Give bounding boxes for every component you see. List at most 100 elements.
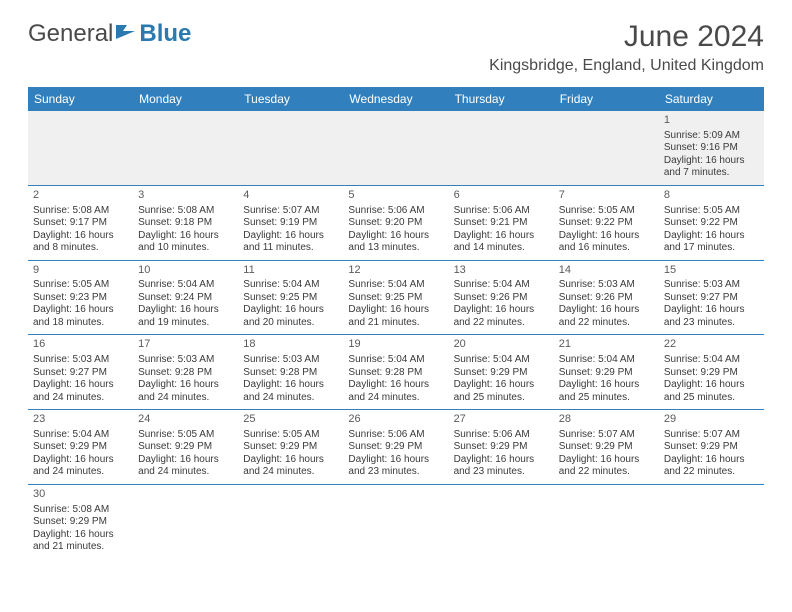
sunrise-text: Sunrise: 5:03 AM <box>664 279 759 292</box>
week-row: 23Sunrise: 5:04 AMSunset: 9:29 PMDayligh… <box>28 410 764 485</box>
sunrise-text: Sunrise: 5:03 AM <box>33 354 128 367</box>
sunset-text: Sunset: 9:29 PM <box>664 441 759 454</box>
week-row: 9Sunrise: 5:05 AMSunset: 9:23 PMDaylight… <box>28 261 764 336</box>
day-number: 18 <box>243 338 338 352</box>
sunset-text: Sunset: 9:25 PM <box>243 292 338 305</box>
daylight-text: Daylight: 16 hours and 24 minutes. <box>33 379 128 404</box>
title-block: June 2024 Kingsbridge, England, United K… <box>489 20 764 75</box>
day-number: 12 <box>348 264 443 278</box>
day-number: 24 <box>138 413 233 427</box>
sunrise-text: Sunrise: 5:03 AM <box>559 279 654 292</box>
day-cell: 19 Sunrise: 5:04 AMSunset: 9:28 PMDayligh… <box>343 335 448 409</box>
day-headers-row: SundayMondayTuesdayWednesdayThursdayFrid… <box>28 87 764 111</box>
day-cell: 16Sunrise: 5:03 AMSunset: 9:27 PMDayligh… <box>28 335 133 409</box>
day-number: 26 <box>348 413 443 427</box>
day-cell <box>28 111 133 185</box>
week-row: 16Sunrise: 5:03 AMSunset: 9:27 PMDayligh… <box>28 335 764 410</box>
day-cell: 20Sunrise: 5:04 AMSunset: 9:29 PMDayligh… <box>449 335 554 409</box>
day-number: 19 <box>348 338 443 352</box>
sunset-text: Sunset: 9:16 PM <box>664 142 759 155</box>
day-header: Friday <box>554 87 659 111</box>
sunset-text: Sunset: 9:28 PM <box>138 367 233 380</box>
logo-text-1: General <box>28 20 113 48</box>
daylight-text: Daylight: 16 hours and 18 minutes. <box>33 304 128 329</box>
day-cell: 10Sunrise: 5:04 AMSunset: 9:24 PMDayligh… <box>133 261 238 335</box>
daylight-text: Daylight: 16 hours and 13 minutes. <box>348 230 443 255</box>
day-cell: 1Sunrise: 5:09 AMSunset: 9:16 PMDaylight… <box>659 111 764 185</box>
sunset-text: Sunset: 9:24 PM <box>138 292 233 305</box>
sunrise-text: Sunrise: 5:04 AM <box>348 354 443 367</box>
day-number: 29 <box>664 413 759 427</box>
logo-text-2: Blue <box>139 20 191 48</box>
day-number: 11 <box>243 264 338 278</box>
sunset-text: Sunset: 9:17 PM <box>33 217 128 230</box>
sunrise-text: Sunrise: 5:05 AM <box>33 279 128 292</box>
sunset-text: Sunset: 9:25 PM <box>348 292 443 305</box>
sunrise-text: Sunrise: 5:04 AM <box>664 354 759 367</box>
calendar: SundayMondayTuesdayWednesdayThursdayFrid… <box>28 87 764 559</box>
daylight-text: Daylight: 16 hours and 19 minutes. <box>138 304 233 329</box>
sunset-text: Sunset: 9:29 PM <box>33 516 128 529</box>
sunset-text: Sunset: 9:19 PM <box>243 217 338 230</box>
daylight-text: Daylight: 16 hours and 25 minutes. <box>454 379 549 404</box>
daylight-text: Daylight: 16 hours and 22 minutes. <box>454 304 549 329</box>
sunrise-text: Sunrise: 5:08 AM <box>138 205 233 218</box>
day-cell: 22Sunrise: 5:04 AMSunset: 9:29 PMDayligh… <box>659 335 764 409</box>
day-cell: 14Sunrise: 5:03 AMSunset: 9:26 PMDayligh… <box>554 261 659 335</box>
header: General Blue June 2024 Kingsbridge, Engl… <box>28 20 764 75</box>
sunrise-text: Sunrise: 5:03 AM <box>138 354 233 367</box>
day-cell: 4Sunrise: 5:07 AMSunset: 9:19 PMDaylight… <box>238 186 343 260</box>
day-number: 15 <box>664 264 759 278</box>
day-number: 17 <box>138 338 233 352</box>
day-header: Wednesday <box>343 87 448 111</box>
day-cell: 9Sunrise: 5:05 AMSunset: 9:23 PMDaylight… <box>28 261 133 335</box>
sunrise-text: Sunrise: 5:06 AM <box>454 429 549 442</box>
daylight-text: Daylight: 16 hours and 24 minutes. <box>243 379 338 404</box>
daylight-text: Daylight: 16 hours and 17 minutes. <box>664 230 759 255</box>
sunset-text: Sunset: 9:29 PM <box>559 367 654 380</box>
day-header: Saturday <box>659 87 764 111</box>
day-number: 27 <box>454 413 549 427</box>
day-cell: 27Sunrise: 5:06 AMSunset: 9:29 PMDayligh… <box>449 410 554 484</box>
daylight-text: Daylight: 16 hours and 24 minutes. <box>33 454 128 479</box>
daylight-text: Daylight: 16 hours and 24 minutes. <box>348 379 443 404</box>
day-number: 25 <box>243 413 338 427</box>
day-cell <box>449 485 554 559</box>
sunset-text: Sunset: 9:29 PM <box>454 441 549 454</box>
day-header: Tuesday <box>238 87 343 111</box>
sunrise-text: Sunrise: 5:07 AM <box>559 429 654 442</box>
day-number: 6 <box>454 189 549 203</box>
sunrise-text: Sunrise: 5:08 AM <box>33 504 128 517</box>
day-cell: 24Sunrise: 5:05 AMSunset: 9:29 PMDayligh… <box>133 410 238 484</box>
day-cell: 30Sunrise: 5:08 AMSunset: 9:29 PMDayligh… <box>28 485 133 559</box>
day-cell <box>449 111 554 185</box>
day-cell: 29Sunrise: 5:07 AMSunset: 9:29 PMDayligh… <box>659 410 764 484</box>
sunset-text: Sunset: 9:29 PM <box>664 367 759 380</box>
sunrise-text: Sunrise: 5:04 AM <box>348 279 443 292</box>
daylight-text: Daylight: 16 hours and 14 minutes. <box>454 230 549 255</box>
day-number: 21 <box>559 338 654 352</box>
day-cell: 13Sunrise: 5:04 AMSunset: 9:26 PMDayligh… <box>449 261 554 335</box>
sunset-text: Sunset: 9:28 PM <box>348 367 443 380</box>
week-row: 2Sunrise: 5:08 AMSunset: 9:17 PMDaylight… <box>28 186 764 261</box>
day-cell: 8Sunrise: 5:05 AMSunset: 9:22 PMDaylight… <box>659 186 764 260</box>
day-cell <box>343 485 448 559</box>
day-cell <box>238 111 343 185</box>
day-cell <box>133 111 238 185</box>
daylight-text: Daylight: 16 hours and 22 minutes. <box>559 304 654 329</box>
flag-icon <box>115 20 137 48</box>
daylight-text: Daylight: 16 hours and 24 minutes. <box>138 379 233 404</box>
sunset-text: Sunset: 9:29 PM <box>559 441 654 454</box>
day-number: 7 <box>559 189 654 203</box>
sunset-text: Sunset: 9:28 PM <box>243 367 338 380</box>
day-cell: 28Sunrise: 5:07 AMSunset: 9:29 PMDayligh… <box>554 410 659 484</box>
daylight-text: Daylight: 16 hours and 11 minutes. <box>243 230 338 255</box>
day-number: 23 <box>33 413 128 427</box>
sunset-text: Sunset: 9:29 PM <box>454 367 549 380</box>
sunset-text: Sunset: 9:27 PM <box>33 367 128 380</box>
day-cell: 17 Sunrise: 5:03 AMSunset: 9:28 PMDayligh… <box>133 335 238 409</box>
daylight-text: Daylight: 16 hours and 20 minutes. <box>243 304 338 329</box>
day-cell <box>554 485 659 559</box>
day-header: Thursday <box>449 87 554 111</box>
day-number: 9 <box>33 264 128 278</box>
